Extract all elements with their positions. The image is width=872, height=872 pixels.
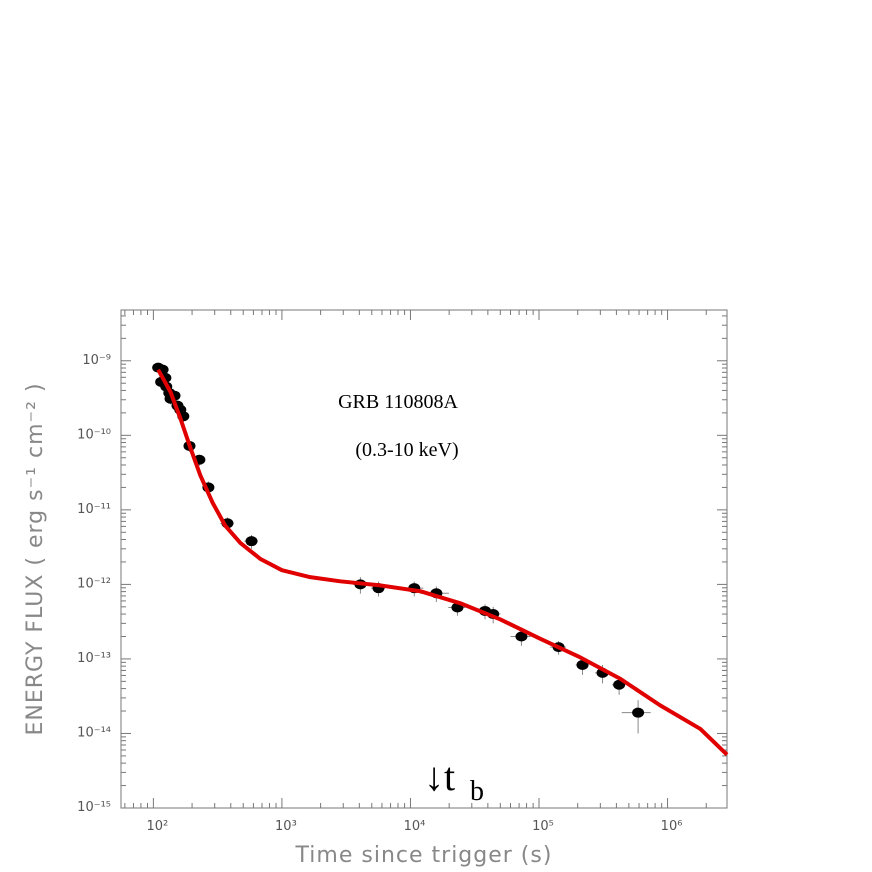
plot-frame xyxy=(120,309,728,809)
break-arrow: ↓t xyxy=(424,754,455,799)
data-point xyxy=(632,707,645,718)
x-tick-label: 10⁶ xyxy=(661,819,683,834)
data-point xyxy=(245,536,258,547)
y-tick-label: 10⁻¹¹ xyxy=(77,502,111,517)
annotation-band: (0.3-10 keV) xyxy=(355,439,458,461)
y-tick-label: 10⁻¹³ xyxy=(77,651,111,666)
y-axis-label: ENERGY FLUX ( erg s⁻¹ cm⁻² ) xyxy=(23,382,48,735)
x-tick-label: 10⁵ xyxy=(532,819,554,834)
data-point xyxy=(515,631,528,642)
y-tick-label: 10⁻¹⁴ xyxy=(77,725,111,740)
y-tick-label: 10⁻⁹ xyxy=(82,353,111,368)
x-tick-label: 10³ xyxy=(275,819,297,834)
y-tick-label: 10⁻¹⁵ xyxy=(77,800,111,815)
model-curve xyxy=(156,368,729,757)
x-axis-label: Time since trigger (s) xyxy=(295,843,553,868)
break-subscript: b xyxy=(470,776,484,807)
y-tick-label: 10⁻¹² xyxy=(77,576,111,591)
y-tick-label: 10⁻¹⁰ xyxy=(77,427,111,442)
x-tick-label: 10² xyxy=(146,819,168,834)
x-tick-label: 10⁴ xyxy=(404,819,426,834)
annotation-title: GRB 110808A xyxy=(338,391,458,413)
